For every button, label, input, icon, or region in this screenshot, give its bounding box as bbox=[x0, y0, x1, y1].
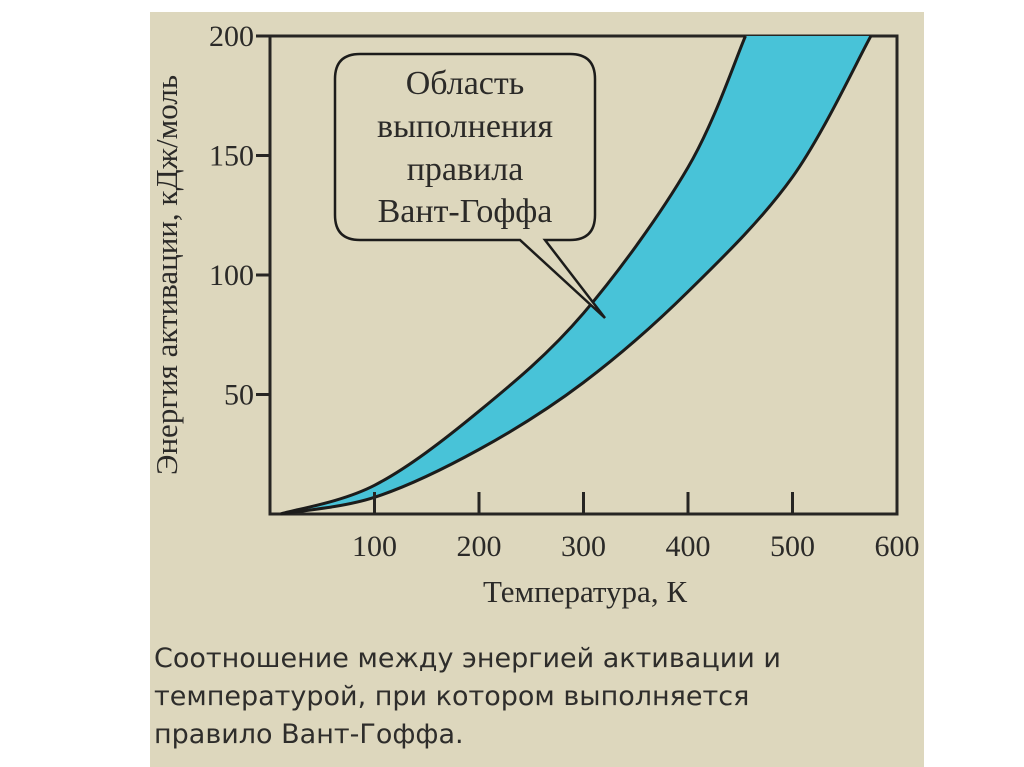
lower-boundary-line bbox=[280, 35, 873, 516]
x-tick-label: 500 bbox=[770, 530, 815, 563]
callout-line-2: выполнения bbox=[377, 108, 553, 145]
band-area bbox=[280, 36, 871, 514]
x-axis-title: Температура, К bbox=[483, 574, 687, 609]
caption-line: температурой, при котором выполняется bbox=[154, 681, 750, 712]
x-tick-label: 100 bbox=[352, 530, 397, 563]
chart: 100 200 300 400 500 600 50 100 150 200 Энергия ак… bbox=[149, 20, 920, 609]
y-tick-label: 150 bbox=[209, 140, 254, 173]
x-tick-label: 400 bbox=[666, 530, 711, 563]
callout-line-4: Вант-Гоффа bbox=[378, 193, 553, 230]
callout: Область выполнения правила Вант-Гоффа bbox=[333, 52, 606, 319]
x-tick-label: 300 bbox=[561, 530, 606, 563]
callout-line-1: Область bbox=[406, 65, 525, 102]
y-tick-label: 50 bbox=[224, 379, 254, 412]
y-tick-label: 100 bbox=[209, 259, 254, 292]
caption-line: Соотношение между энергией активации и bbox=[154, 643, 781, 674]
x-tick-label: 200 bbox=[457, 530, 502, 563]
y-axis-title: Энергия активации, кДж/моль bbox=[149, 75, 184, 475]
upper-boundary-line bbox=[279, 35, 747, 516]
x-tick-label: 600 bbox=[875, 530, 920, 563]
callout-bubble bbox=[333, 52, 606, 319]
callout-line-3: правила bbox=[407, 151, 524, 188]
figure-caption: Соотношение между энергией активации и т… bbox=[154, 640, 874, 754]
caption-line: правило Вант-Гоффа. bbox=[154, 719, 464, 750]
y-tick-label: 200 bbox=[209, 20, 254, 53]
